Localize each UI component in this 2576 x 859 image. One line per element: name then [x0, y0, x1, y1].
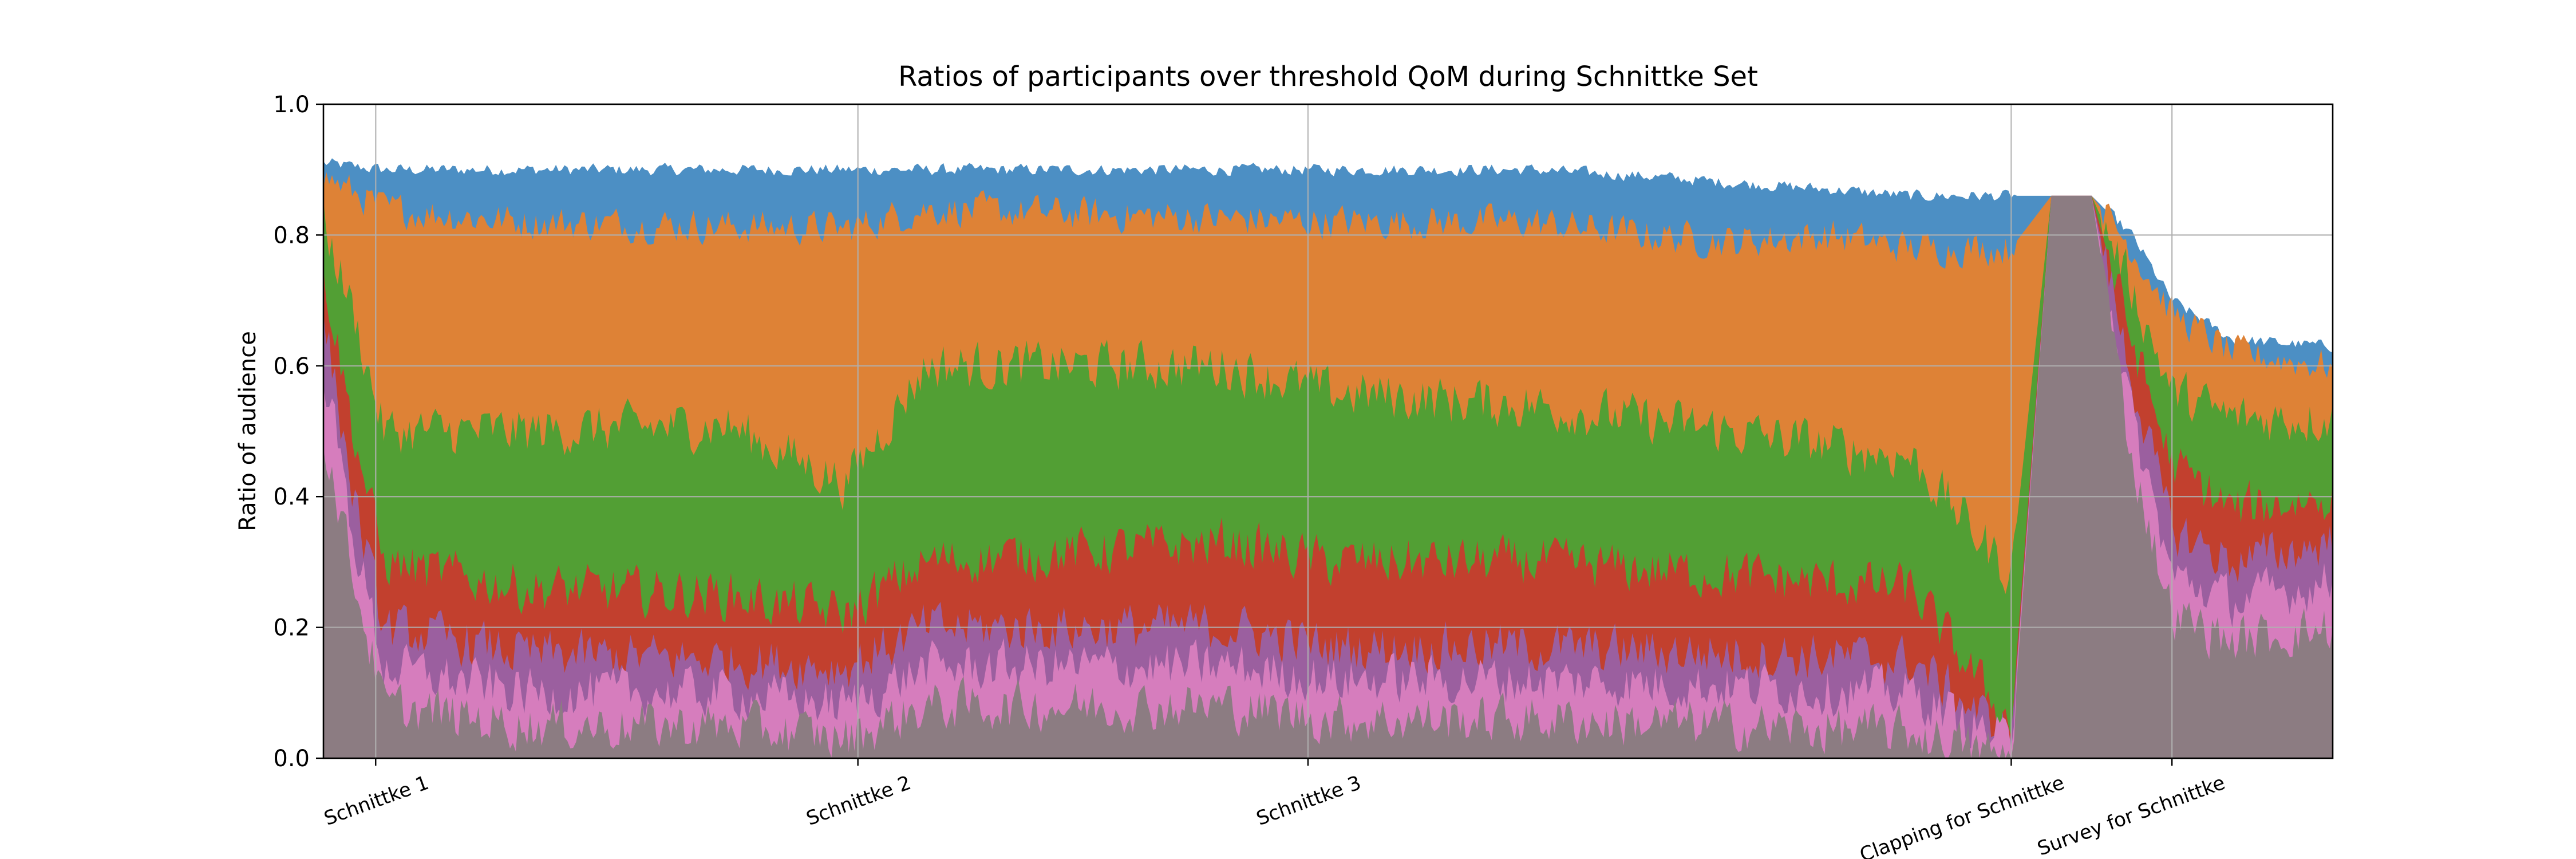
- chart-title: Ratios of participants over threshold Qo…: [898, 61, 1758, 93]
- y-tick-label-2: 0.2: [273, 615, 310, 641]
- series-layer: [323, 158, 2333, 758]
- y-tick-label-4: 0.6: [273, 353, 310, 380]
- series-area-4: [323, 195, 2333, 758]
- y-tick-label-3: 0.4: [273, 484, 310, 510]
- y-axis-label: Ratio of audience: [235, 331, 261, 531]
- plot-area: [322, 103, 2334, 759]
- y-tick-label-1: 0.0: [273, 746, 310, 772]
- series-area-7: [323, 195, 2333, 758]
- plot-frame: [322, 103, 2334, 759]
- y-tick-label-6: 1.0: [273, 92, 310, 118]
- y-axis: 0.0 0.2 0.4 0.6 0.8 1.0: [273, 92, 323, 772]
- y-tick-label-5: 0.8: [273, 222, 310, 249]
